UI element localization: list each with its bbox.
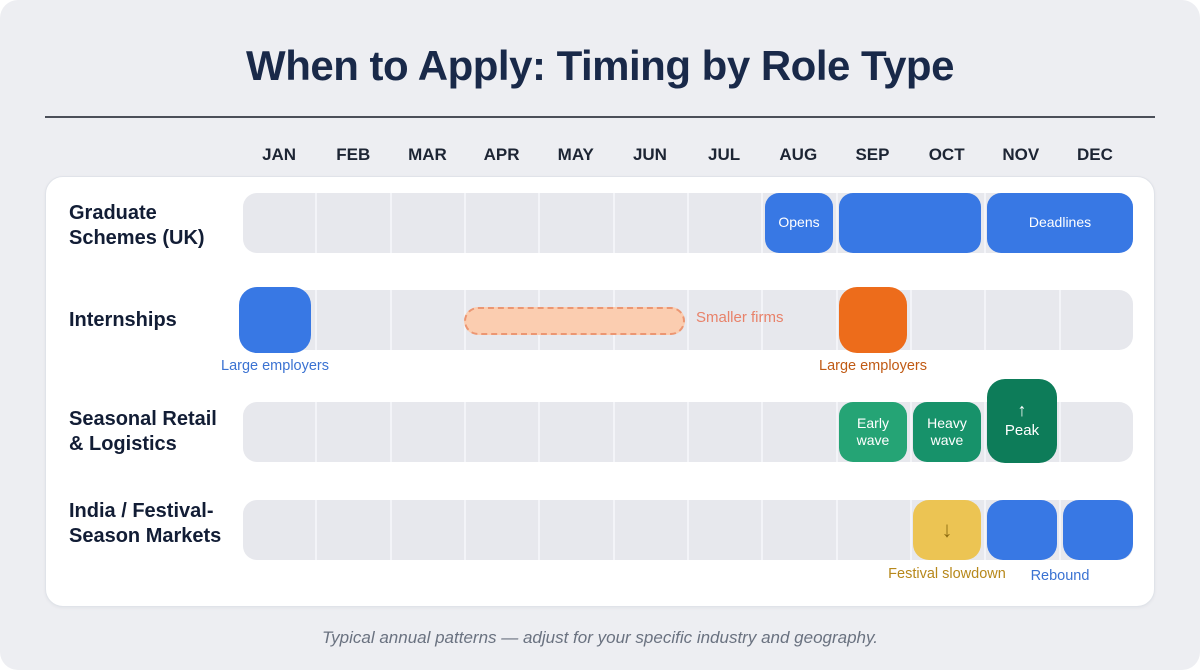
caption-large-employers-sep: Large employers — [819, 358, 927, 374]
month-cell — [466, 193, 541, 253]
month-label-sep: SEP — [855, 145, 890, 164]
month-label-aug: AUG — [779, 145, 818, 164]
month-label-oct: OCT — [928, 145, 965, 164]
month-cell — [689, 193, 764, 253]
month-label-jan: JAN — [262, 145, 297, 164]
month-cell — [317, 500, 392, 560]
month-label-dec: DEC — [1077, 145, 1113, 164]
month-cell — [763, 402, 838, 462]
month-cell — [615, 193, 689, 253]
month-cell — [243, 193, 318, 253]
span-early-wave: Early wave — [839, 402, 907, 462]
span-grad-opens-label: Opens — [778, 214, 820, 231]
row-label-graduate-schemes: Graduate Schemes (UK) — [69, 202, 205, 249]
month-cell — [392, 500, 466, 560]
caption-rebound: Rebound — [1030, 568, 1090, 584]
span-grad-deadlines-label: Deadlines — [1028, 214, 1092, 231]
arrow-up-icon: ↑ — [1017, 400, 1027, 421]
span-intern-large-sep — [839, 287, 907, 353]
span-peak-label: Peak — [1004, 422, 1040, 440]
month-cell — [838, 290, 912, 350]
span-grad-applications — [839, 193, 981, 253]
month-cell — [466, 402, 541, 462]
month-cell — [540, 402, 615, 462]
month-cell — [912, 500, 987, 560]
month-cell — [615, 500, 689, 560]
month-label-feb: FEB — [336, 145, 371, 164]
month-cell — [392, 402, 466, 462]
month-label-jun: JUN — [632, 145, 667, 164]
month-cell — [689, 402, 764, 462]
month-cell — [243, 500, 318, 560]
month-cell — [540, 193, 615, 253]
row-label-internships: Internships — [69, 309, 177, 331]
caption-large-employers-jan: Large employers — [221, 358, 329, 374]
month-cell — [986, 500, 1061, 560]
row-label-india-festival: India / Festival-Season Markets — [69, 500, 222, 547]
span-grad-opens: Opens — [765, 193, 833, 253]
month-cell — [986, 402, 1061, 462]
row-label-seasonal-retail: Seasonal Retail & Logistics — [69, 408, 217, 455]
month-cell — [615, 290, 689, 350]
month-cell — [986, 290, 1061, 350]
month-label-mar: MAR — [408, 145, 447, 164]
track-seasonal-retail — [243, 402, 1133, 462]
span-rebound-dec — [1063, 500, 1133, 560]
month-cell — [689, 500, 764, 560]
track-graduate-schemes — [243, 193, 1133, 253]
span-peak: ↑ Peak — [987, 379, 1057, 463]
month-label-nov: NOV — [1002, 145, 1040, 164]
month-cell — [763, 193, 838, 253]
span-heavy-wave-label: Heavy wave — [927, 414, 967, 449]
span-heavy-wave: Heavy wave — [913, 402, 981, 462]
timeline-panel: Graduate Schemes (UK) Opens Deadlines In… — [45, 176, 1155, 607]
month-cell — [615, 402, 689, 462]
smaller-firms-label: Smaller firms — [696, 309, 784, 326]
month-cell — [392, 290, 466, 350]
month-cell — [1061, 290, 1133, 350]
track-internships — [243, 290, 1133, 350]
month-cell — [838, 402, 912, 462]
month-cell — [1061, 402, 1133, 462]
month-cell — [912, 402, 987, 462]
span-intern-smaller-firms — [464, 307, 685, 335]
title-divider — [45, 116, 1155, 118]
span-rebound-nov — [987, 500, 1057, 560]
month-cell — [689, 290, 764, 350]
month-label-may: MAY — [557, 145, 594, 164]
month-cell — [243, 402, 318, 462]
month-cell — [912, 290, 987, 350]
month-cell — [838, 500, 912, 560]
month-cell — [317, 193, 392, 253]
month-label-apr: APR — [483, 145, 520, 164]
arrow-down-icon: ↓ — [941, 517, 953, 543]
page-title: When to Apply: Timing by Role Type — [246, 42, 954, 89]
span-early-wave-label: Early wave — [856, 414, 890, 449]
month-cell — [466, 500, 541, 560]
month-cell — [243, 290, 318, 350]
month-label-jul: JUL — [708, 145, 741, 164]
track-india-festival — [243, 500, 1133, 560]
month-cell — [763, 290, 838, 350]
caption-festival-slowdown: Festival slowdown — [888, 566, 1006, 582]
month-cell — [763, 500, 838, 560]
month-cell — [317, 402, 392, 462]
span-intern-large-jan — [239, 287, 311, 353]
span-festival-slowdown: ↓ — [913, 500, 981, 560]
footer-note: Typical annual patterns — adjust for you… — [322, 628, 878, 647]
month-cell — [912, 193, 987, 253]
month-cell — [317, 290, 392, 350]
span-grad-deadlines: Deadlines — [987, 193, 1133, 253]
month-axis: JAN FEB MAR APR MAY JUN JUL AUG SEP OCT … — [242, 145, 1132, 165]
month-cell — [392, 193, 466, 253]
month-cell — [540, 500, 615, 560]
